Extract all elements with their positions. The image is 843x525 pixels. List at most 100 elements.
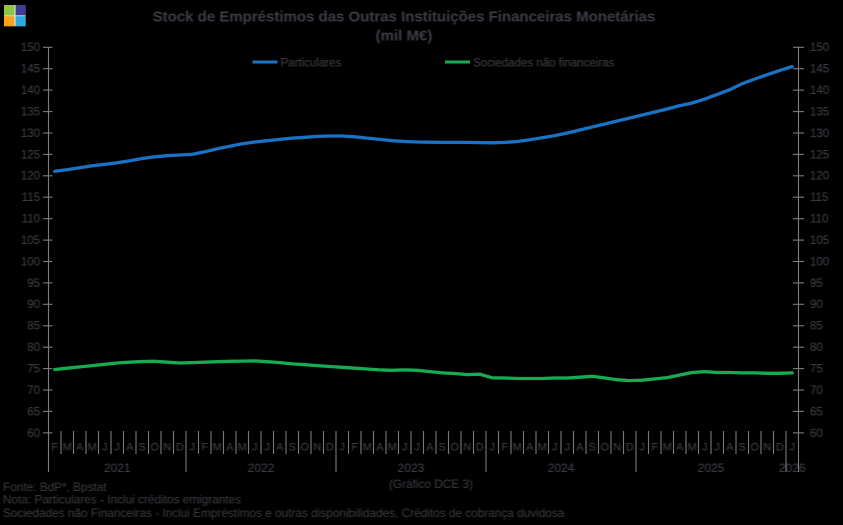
- svg-text:70: 70: [810, 385, 823, 397]
- svg-text:2024: 2024: [548, 461, 575, 475]
- svg-text:J: J: [414, 441, 420, 453]
- svg-text:(Gráfico DCE 3): (Gráfico DCE 3): [389, 477, 473, 491]
- svg-text:A: A: [426, 441, 434, 453]
- svg-text:150: 150: [21, 42, 40, 54]
- svg-text:F: F: [501, 441, 508, 453]
- svg-text:J: J: [252, 441, 258, 453]
- svg-text:A: A: [76, 441, 84, 453]
- svg-text:O: O: [751, 441, 760, 453]
- svg-text:120: 120: [21, 171, 40, 183]
- svg-text:N: N: [613, 441, 621, 453]
- svg-text:M: M: [513, 441, 522, 453]
- svg-text:Particulares: Particulares: [281, 57, 342, 69]
- svg-text:85: 85: [810, 321, 823, 333]
- svg-text:A: A: [276, 441, 284, 453]
- svg-text:110: 110: [22, 214, 40, 226]
- svg-text:N: N: [763, 441, 771, 453]
- svg-text:70: 70: [27, 385, 40, 397]
- svg-text:S: S: [439, 441, 446, 453]
- svg-text:150: 150: [810, 42, 829, 54]
- svg-text:125: 125: [21, 149, 40, 161]
- svg-text:75: 75: [27, 364, 40, 376]
- svg-text:M: M: [688, 441, 697, 453]
- svg-text:S: S: [289, 441, 296, 453]
- svg-text:J: J: [702, 441, 708, 453]
- svg-text:N: N: [163, 441, 171, 453]
- svg-text:65: 65: [27, 406, 40, 418]
- svg-text:145: 145: [21, 64, 40, 76]
- svg-text:D: D: [776, 441, 784, 453]
- svg-text:M: M: [538, 441, 547, 453]
- svg-text:J: J: [264, 441, 270, 453]
- svg-text:100: 100: [21, 256, 40, 268]
- svg-text:M: M: [388, 441, 397, 453]
- svg-text:F: F: [201, 441, 208, 453]
- svg-text:J: J: [639, 441, 645, 453]
- svg-text:A: A: [576, 441, 584, 453]
- svg-text:J: J: [789, 441, 795, 453]
- svg-text:90: 90: [27, 299, 40, 311]
- svg-text:J: J: [114, 441, 120, 453]
- svg-text:O: O: [151, 441, 160, 453]
- svg-text:2025: 2025: [698, 461, 725, 475]
- svg-text:115: 115: [810, 192, 828, 204]
- svg-text:75: 75: [810, 364, 823, 376]
- svg-text:J: J: [552, 441, 558, 453]
- svg-text:80: 80: [810, 342, 823, 354]
- svg-text:135: 135: [21, 107, 40, 119]
- svg-text:O: O: [301, 441, 310, 453]
- svg-text:A: A: [376, 441, 384, 453]
- svg-text:60: 60: [810, 428, 823, 440]
- svg-text:95: 95: [810, 278, 823, 290]
- svg-text:2022: 2022: [248, 461, 275, 475]
- svg-text:A: A: [126, 441, 134, 453]
- svg-text:S: S: [739, 441, 746, 453]
- svg-text:A: A: [676, 441, 684, 453]
- svg-text:115: 115: [22, 192, 40, 204]
- svg-text:A: A: [226, 441, 234, 453]
- svg-text:Stock de Empréstimos das Outra: Stock de Empréstimos das Outras Institui…: [153, 8, 656, 25]
- svg-text:85: 85: [27, 321, 40, 333]
- svg-text:110: 110: [810, 214, 828, 226]
- svg-text:D: D: [176, 441, 184, 453]
- svg-text:S: S: [139, 441, 146, 453]
- svg-text:F: F: [351, 441, 358, 453]
- svg-text:M: M: [63, 441, 72, 453]
- svg-text:2026: 2026: [779, 461, 806, 475]
- svg-text:105: 105: [810, 235, 829, 247]
- svg-text:60: 60: [27, 428, 40, 440]
- svg-text:F: F: [51, 441, 58, 453]
- svg-text:D: D: [476, 441, 484, 453]
- svg-text:Fonte: BdP*, Bpstat: Fonte: BdP*, Bpstat: [3, 480, 107, 494]
- svg-text:Nota: Particulares - Inclui cr: Nota: Particulares - Inclui créditos emi…: [3, 493, 241, 507]
- svg-text:95: 95: [27, 278, 40, 290]
- svg-text:130: 130: [21, 128, 40, 140]
- svg-text:100: 100: [810, 256, 829, 268]
- svg-text:O: O: [451, 441, 460, 453]
- svg-text:125: 125: [810, 149, 829, 161]
- svg-text:J: J: [189, 441, 195, 453]
- svg-text:145: 145: [810, 64, 829, 76]
- svg-text:2021: 2021: [104, 461, 131, 475]
- svg-text:90: 90: [810, 299, 823, 311]
- svg-text:A: A: [726, 441, 734, 453]
- svg-text:O: O: [601, 441, 610, 453]
- svg-text:M: M: [238, 441, 247, 453]
- svg-text:65: 65: [810, 406, 823, 418]
- svg-text:M: M: [213, 441, 222, 453]
- svg-text:130: 130: [810, 128, 829, 140]
- svg-text:D: D: [626, 441, 634, 453]
- svg-text:140: 140: [21, 85, 40, 97]
- svg-text:80: 80: [27, 342, 40, 354]
- svg-text:Sociedades não Financeiras - I: Sociedades não Financeiras - Inclui Empr…: [3, 506, 565, 520]
- svg-text:135: 135: [810, 107, 829, 119]
- svg-text:2023: 2023: [398, 461, 425, 475]
- svg-text:N: N: [313, 441, 321, 453]
- svg-text:D: D: [326, 441, 334, 453]
- svg-text:S: S: [589, 441, 596, 453]
- svg-text:J: J: [102, 441, 108, 453]
- svg-text:105: 105: [21, 235, 40, 247]
- svg-text:M: M: [363, 441, 372, 453]
- svg-text:J: J: [564, 441, 570, 453]
- svg-text:Sociedades não financeiras: Sociedades não financeiras: [473, 57, 615, 69]
